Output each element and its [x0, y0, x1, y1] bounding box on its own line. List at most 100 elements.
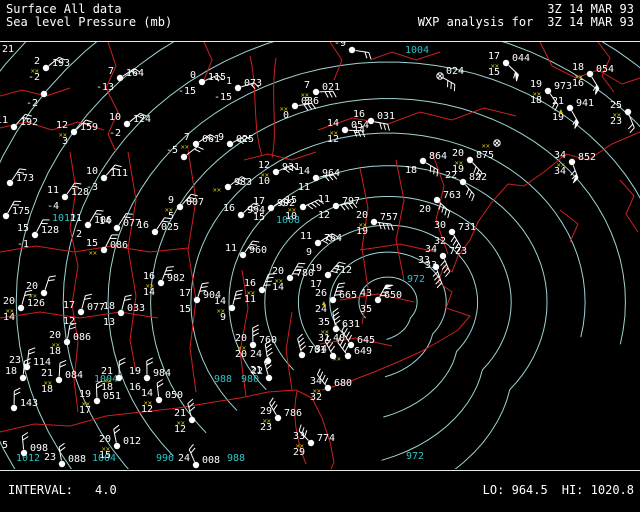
wind-barb [262, 274, 269, 287]
station-text: 16 [572, 78, 584, 89]
wind-barb [549, 93, 559, 105]
station-plot: 20 875 19✕✕ [452, 148, 494, 179]
station-text: 033 [127, 303, 145, 314]
station-text: -2 [26, 98, 38, 109]
station-plot: 036 0✕✕ [280, 96, 320, 121]
station-plot: 14 964 11 [298, 166, 340, 193]
wind-barb-tick [332, 307, 339, 313]
wind-barb-tick [252, 332, 260, 337]
station-plot: 983 ✕✕ [213, 176, 252, 194]
station-plot: 22 822 [445, 170, 487, 202]
station-text: 22 [445, 170, 457, 181]
contour-label: 1012 [52, 213, 76, 224]
wind-barb-tick [139, 112, 147, 117]
station-text: 17 [488, 51, 500, 62]
wind-barb-tick [445, 271, 451, 278]
sky-cover-icon [239, 251, 247, 259]
wind-barb-tick [28, 347, 36, 351]
wind-barb-tick [321, 239, 329, 245]
station-text: 43 [360, 288, 372, 299]
wind-barb-tick [335, 290, 343, 292]
station-plot: 16 025 [137, 217, 179, 236]
boundary-line [294, 390, 307, 465]
weather-symbol-triangle: ▲ [322, 299, 327, 307]
boundary-line [0, 121, 105, 131]
wind-barb [332, 312, 336, 326]
station-text: 16 [244, 278, 256, 289]
weather-symbol-xx: ✕✕ [181, 143, 189, 151]
wind-barb-tick [278, 202, 285, 207]
wind-barb-tick [333, 267, 341, 271]
station-plot: 9 007 5✕✕ [165, 193, 204, 222]
sky-cover-icon [324, 384, 332, 392]
wind-barb-tick [209, 134, 217, 139]
station-text: 1 [226, 76, 232, 87]
boundary-line [127, 151, 137, 373]
wind-barb [181, 193, 192, 205]
wind-barb-tick [188, 196, 196, 200]
wind-barb [377, 221, 391, 225]
wind-barb-tick [253, 82, 260, 88]
station-text: 9 [168, 195, 174, 206]
weather-symbol-xx: ✕✕ [238, 344, 246, 352]
analysis-time-value: 3Z 14 MAR 93 [547, 15, 634, 29]
sky-cover-icon [116, 74, 124, 82]
station-plot: 7 061 ✕✕ [181, 132, 221, 151]
station-text: 192 [20, 117, 38, 128]
boundary-line [619, 179, 639, 233]
wind-barb-tick [468, 191, 473, 199]
sky-cover-icon [70, 128, 78, 136]
sky-cover-icon [291, 102, 299, 110]
isobar-984 [228, 165, 548, 469]
wind-barb [48, 56, 60, 67]
station-text: 11 [244, 294, 256, 305]
station-text: 17 [179, 288, 191, 299]
wind-barb-tick [114, 428, 121, 434]
wind-barb [105, 234, 113, 248]
wind-barb-tick [436, 169, 439, 177]
sky-cover-icon [586, 70, 594, 78]
station-plot: 24 008 [178, 443, 220, 469]
wind-pennant-icon [572, 173, 578, 184]
station-text: 0 [190, 70, 196, 81]
wind-barb-tick [23, 362, 31, 366]
wind-barb-tick [118, 361, 126, 366]
wind-barb-tick [59, 363, 67, 368]
station-plot: 21 12✕✕ [174, 398, 196, 435]
station-plot: 12 931 10✕✕ [258, 160, 300, 187]
wind-barb-tick [319, 371, 324, 379]
station-plot: 175 [2, 200, 30, 220]
station-text: 23 [9, 355, 21, 366]
boundary-line [319, 337, 393, 347]
station-text: 9 [306, 247, 312, 258]
station-text: -13 [96, 82, 114, 93]
station-plot: 34 852 34✕✕ [554, 150, 596, 184]
wind-barb-tick [22, 436, 29, 441]
wind-barb-tick [361, 130, 366, 138]
wind-barb-tick [324, 175, 330, 182]
wind-barb-tick [234, 297, 241, 300]
wind-barb [329, 261, 340, 273]
sky-cover-icon [298, 351, 306, 359]
sky-cover-icon [77, 308, 85, 316]
station-text: 18 [405, 165, 417, 176]
station-text: 650 [384, 290, 402, 301]
station-text: 24 [250, 349, 262, 360]
wind-barb [11, 168, 20, 181]
station-text: 33 [418, 255, 430, 266]
wind-barb [291, 263, 300, 276]
wind-barb-tick [241, 137, 248, 143]
contour-label: 1004 [92, 453, 116, 464]
station-plot: 649 ✕✕ [333, 336, 372, 363]
station-text: 757 [380, 212, 398, 223]
wind-barb [317, 374, 327, 386]
station-plot: 11 128 -4 [47, 182, 89, 212]
wind-barb-tick [328, 91, 333, 98]
boundary-line [395, 159, 405, 281]
sky-cover-icon [249, 341, 257, 349]
boundary-line [69, 151, 79, 413]
wind-barb-tick [436, 282, 442, 289]
